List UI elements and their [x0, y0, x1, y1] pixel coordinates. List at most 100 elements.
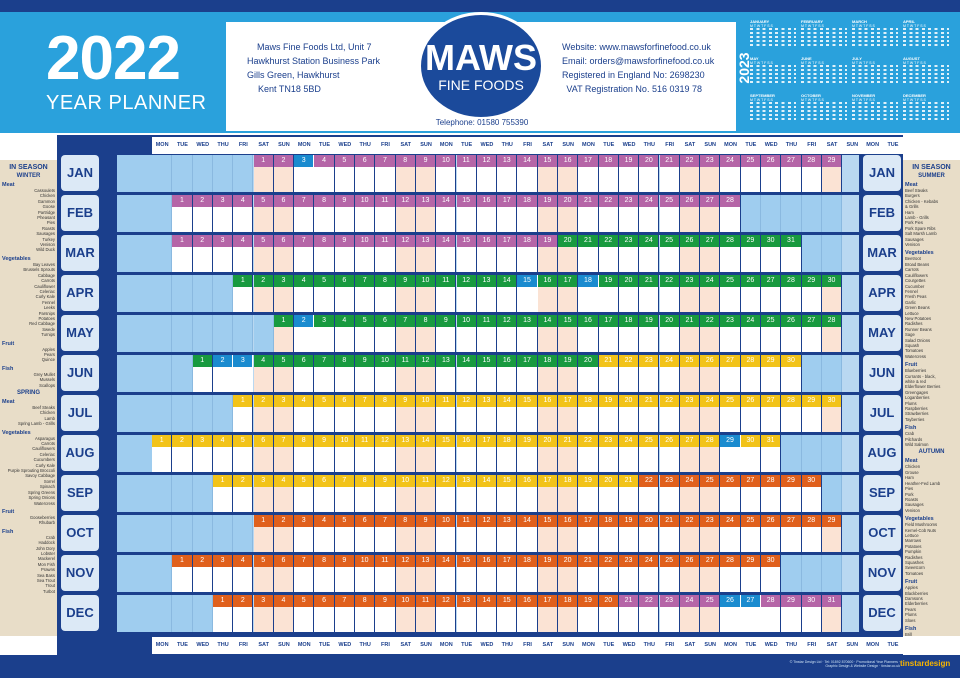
- day-cell-may-6[interactable]: 6: [375, 315, 396, 352]
- day-cell-sep-28[interactable]: 28: [761, 475, 782, 512]
- day-cell-jul-29[interactable]: 29: [801, 395, 822, 432]
- day-cell-jun-6[interactable]: 6: [294, 355, 315, 392]
- day-cell-nov-15[interactable]: 15: [456, 555, 477, 592]
- day-cell-jan-19[interactable]: 19: [618, 155, 640, 192]
- day-cell-aug-2[interactable]: 2: [172, 435, 193, 472]
- day-cell-oct-4[interactable]: 4: [314, 515, 335, 552]
- day-cell-feb-14[interactable]: 14: [436, 195, 457, 232]
- day-cell-mar-26[interactable]: 26: [679, 235, 701, 272]
- day-cell-aug-31[interactable]: 31: [761, 435, 782, 472]
- day-cell-dec-17[interactable]: 17: [537, 595, 558, 632]
- day-cell-aug-15[interactable]: 15: [436, 435, 457, 472]
- day-cell-dec-24[interactable]: 24: [679, 595, 701, 632]
- day-cell-jul-21[interactable]: 21: [639, 395, 660, 432]
- day-cell-dec-10[interactable]: 10: [395, 595, 416, 632]
- day-cell-nov-3[interactable]: 3: [212, 555, 234, 592]
- day-cell-mar-30[interactable]: 30: [761, 235, 782, 272]
- day-cell-may-26[interactable]: 26: [781, 315, 802, 352]
- day-cell-mar-17[interactable]: 17: [497, 235, 518, 272]
- day-cell-apr-5[interactable]: 5: [314, 275, 335, 312]
- day-cell-feb-6[interactable]: 6: [273, 195, 295, 232]
- day-cell-apr-4[interactable]: 4: [294, 275, 315, 312]
- day-cell-dec-16[interactable]: 16: [517, 595, 538, 632]
- day-cell-feb-12[interactable]: 12: [395, 195, 416, 232]
- day-cell-may-3[interactable]: 3: [314, 315, 335, 352]
- day-cell-apr-27[interactable]: 27: [761, 275, 782, 312]
- day-cell-jul-19[interactable]: 19: [598, 395, 619, 432]
- day-cell-nov-1[interactable]: 1: [172, 555, 193, 592]
- day-cell-oct-21[interactable]: 21: [659, 515, 680, 552]
- day-cell-jul-14[interactable]: 14: [497, 395, 518, 432]
- day-cell-jun-15[interactable]: 15: [476, 355, 498, 392]
- day-cell-jul-24[interactable]: 24: [700, 395, 721, 432]
- day-cell-aug-14[interactable]: 14: [415, 435, 437, 472]
- day-cell-mar-7[interactable]: 7: [294, 235, 315, 272]
- day-cell-jul-30[interactable]: 30: [821, 395, 843, 432]
- day-cell-sep-25[interactable]: 25: [700, 475, 721, 512]
- day-cell-oct-24[interactable]: 24: [720, 515, 741, 552]
- day-cell-aug-23[interactable]: 23: [598, 435, 619, 472]
- day-cell-may-8[interactable]: 8: [415, 315, 437, 352]
- day-cell-may-19[interactable]: 19: [639, 315, 660, 352]
- day-cell-may-15[interactable]: 15: [558, 315, 579, 352]
- day-cell-jul-6[interactable]: 6: [334, 395, 355, 432]
- day-cell-jun-3[interactable]: 3: [233, 355, 254, 392]
- day-cell-may-18[interactable]: 18: [618, 315, 640, 352]
- day-cell-apr-22[interactable]: 22: [659, 275, 680, 312]
- day-cell-mar-12[interactable]: 12: [395, 235, 416, 272]
- day-cell-jun-5[interactable]: 5: [273, 355, 295, 392]
- day-cell-sep-5[interactable]: 5: [294, 475, 315, 512]
- day-cell-oct-19[interactable]: 19: [618, 515, 640, 552]
- day-cell-jan-22[interactable]: 22: [679, 155, 701, 192]
- day-cell-mar-20[interactable]: 20: [558, 235, 579, 272]
- day-cell-sep-21[interactable]: 21: [618, 475, 640, 512]
- day-cell-aug-24[interactable]: 24: [618, 435, 640, 472]
- day-cell-aug-20[interactable]: 20: [537, 435, 558, 472]
- day-cell-jan-26[interactable]: 26: [761, 155, 782, 192]
- day-cell-apr-13[interactable]: 13: [476, 275, 498, 312]
- day-cell-nov-14[interactable]: 14: [436, 555, 457, 592]
- day-cell-dec-19[interactable]: 19: [578, 595, 599, 632]
- day-cell-apr-2[interactable]: 2: [253, 275, 274, 312]
- day-cell-oct-13[interactable]: 13: [497, 515, 518, 552]
- day-cell-sep-23[interactable]: 23: [659, 475, 680, 512]
- day-cell-jun-30[interactable]: 30: [781, 355, 802, 392]
- day-cell-dec-30[interactable]: 30: [801, 595, 822, 632]
- day-cell-jul-4[interactable]: 4: [294, 395, 315, 432]
- day-cell-jan-13[interactable]: 13: [497, 155, 518, 192]
- day-cell-dec-18[interactable]: 18: [558, 595, 579, 632]
- day-cell-mar-25[interactable]: 25: [659, 235, 680, 272]
- day-cell-apr-25[interactable]: 25: [720, 275, 741, 312]
- day-cell-jun-2[interactable]: 2: [212, 355, 234, 392]
- day-cell-apr-30[interactable]: 30: [821, 275, 843, 312]
- day-cell-jul-5[interactable]: 5: [314, 395, 335, 432]
- day-cell-jun-18[interactable]: 18: [537, 355, 558, 392]
- day-cell-mar-16[interactable]: 16: [476, 235, 498, 272]
- day-cell-may-4[interactable]: 4: [334, 315, 355, 352]
- day-cell-nov-26[interactable]: 26: [679, 555, 701, 592]
- day-cell-aug-22[interactable]: 22: [578, 435, 599, 472]
- day-cell-jan-23[interactable]: 23: [700, 155, 721, 192]
- day-cell-may-27[interactable]: 27: [801, 315, 822, 352]
- day-cell-may-20[interactable]: 20: [659, 315, 680, 352]
- day-cell-apr-29[interactable]: 29: [801, 275, 822, 312]
- day-cell-jan-28[interactable]: 28: [801, 155, 822, 192]
- day-cell-apr-23[interactable]: 23: [679, 275, 701, 312]
- day-cell-jul-3[interactable]: 3: [273, 395, 295, 432]
- day-cell-feb-26[interactable]: 26: [679, 195, 701, 232]
- day-cell-nov-7[interactable]: 7: [294, 555, 315, 592]
- day-cell-sep-8[interactable]: 8: [355, 475, 376, 512]
- day-cell-may-17[interactable]: 17: [598, 315, 619, 352]
- day-cell-oct-16[interactable]: 16: [558, 515, 579, 552]
- day-cell-jan-15[interactable]: 15: [537, 155, 558, 192]
- day-cell-aug-13[interactable]: 13: [395, 435, 416, 472]
- day-cell-feb-22[interactable]: 22: [598, 195, 619, 232]
- day-cell-jan-8[interactable]: 8: [395, 155, 416, 192]
- day-cell-oct-15[interactable]: 15: [537, 515, 558, 552]
- day-cell-sep-7[interactable]: 7: [334, 475, 355, 512]
- day-cell-apr-12[interactable]: 12: [456, 275, 477, 312]
- day-cell-may-2[interactable]: 2: [294, 315, 315, 352]
- day-cell-jan-16[interactable]: 16: [558, 155, 579, 192]
- day-cell-sep-9[interactable]: 9: [375, 475, 396, 512]
- day-cell-feb-16[interactable]: 16: [476, 195, 498, 232]
